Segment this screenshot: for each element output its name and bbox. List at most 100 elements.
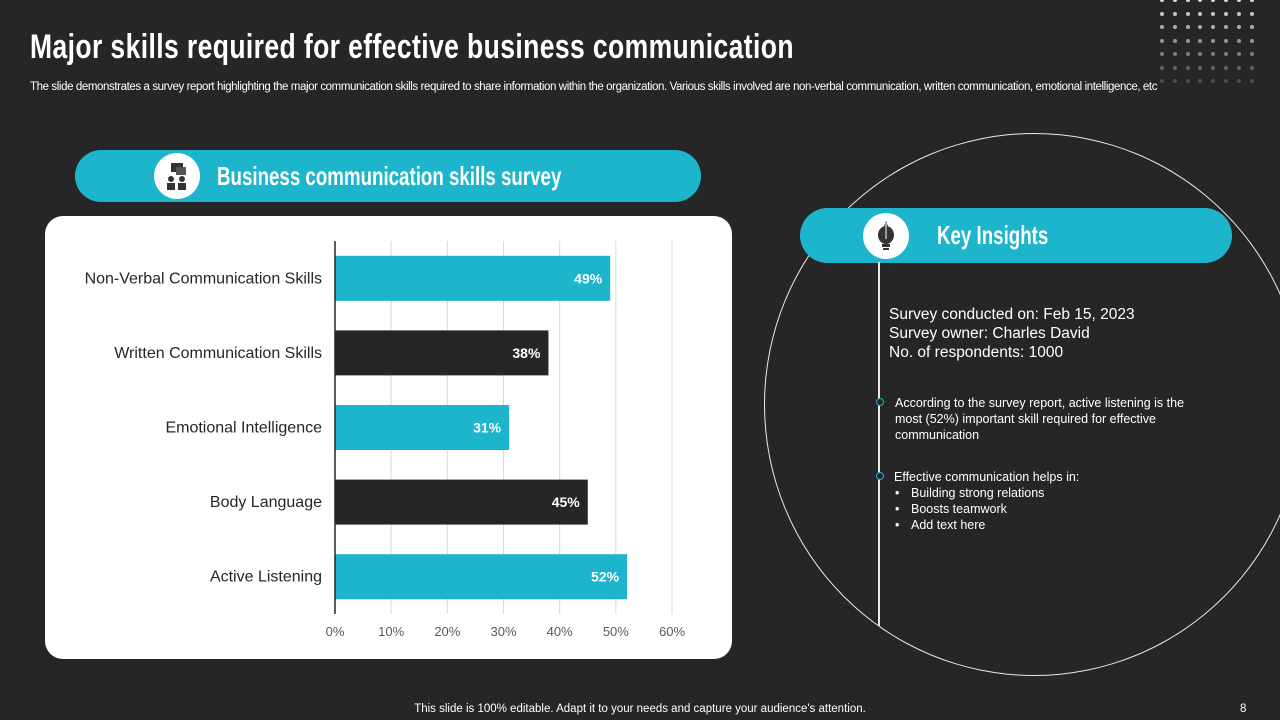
decorative-dot — [1249, 79, 1254, 83]
bar — [335, 255, 611, 301]
decorative-dot — [1223, 0, 1228, 2]
decorative-dot — [1211, 38, 1216, 43]
decorative-dot — [1198, 52, 1203, 56]
page-title: Major skills required for effective busi… — [30, 28, 794, 66]
decorative-dot — [1160, 38, 1164, 43]
data-label: 49% — [574, 270, 603, 286]
bar — [335, 405, 510, 450]
survey-meta: Survey conducted on: Feb 15, 2023 Survey… — [889, 305, 1135, 362]
decorative-dot — [1198, 11, 1203, 16]
decorative-dot — [1249, 38, 1254, 43]
data-label: 31% — [473, 420, 502, 436]
x-tick-label: 40% — [547, 624, 573, 639]
page-number: 8 — [1240, 703, 1247, 715]
decorative-dot — [1172, 25, 1177, 29]
decorative-dot — [1185, 65, 1190, 70]
decorative-dot — [1172, 11, 1177, 16]
decorative-dot — [1198, 0, 1203, 2]
decorative-dot — [1198, 65, 1203, 70]
decorative-dot — [1198, 79, 1203, 83]
chart-card: 0% 10% 20% 30% 40% 50% 60% Non-Verbal Communica… — [45, 216, 732, 659]
bar — [335, 554, 628, 600]
decorative-dot — [1160, 79, 1164, 83]
decorative-dot — [1172, 79, 1177, 83]
category-label: Body Language — [210, 494, 322, 511]
decorative-dot — [1172, 65, 1177, 70]
decorative-dot — [1211, 79, 1216, 83]
bar-chart: 0% 10% 20% 30% 40% 50% 60% Non-Verbal Communica… — [85, 241, 685, 639]
decorative-dot — [1249, 52, 1254, 56]
decorative-dot — [1223, 52, 1228, 56]
decorative-dot — [1160, 52, 1164, 56]
decorative-dot — [1160, 11, 1164, 16]
people-discussion-icon — [154, 153, 200, 199]
survey-header: Business communication skills survey — [75, 150, 701, 202]
bar — [335, 330, 549, 376]
decorative-dot — [1223, 65, 1228, 70]
insight-point-1: According to the survey report, active l… — [895, 396, 1185, 442]
decorative-dot — [1249, 11, 1254, 16]
footer-note: This slide is 100% editable. Adapt it to… — [414, 703, 866, 715]
decorative-dot — [1198, 25, 1203, 29]
decorative-dot — [1236, 25, 1241, 29]
x-tick-label: 0% — [326, 624, 345, 639]
x-tick-label: 50% — [603, 624, 629, 639]
insights-header-label: Key Insights — [937, 220, 1049, 250]
bullet-item: Add text here — [894, 517, 1194, 533]
decorative-dot — [1185, 79, 1190, 83]
timeline-marker — [876, 472, 884, 480]
insight-point-2: Effective communication helps in: Buildi… — [894, 469, 1194, 533]
x-tick-label: 30% — [490, 624, 516, 639]
category-label: Emotional Intelligence — [165, 420, 322, 437]
decorative-dot — [1211, 65, 1216, 70]
survey-date: Survey conducted on: Feb 15, 2023 — [889, 306, 1135, 323]
decorative-dot — [1185, 0, 1190, 2]
decorative-dot — [1236, 52, 1241, 56]
page-subtitle: The slide demonstrates a survey report h… — [30, 81, 1158, 93]
x-tick-label: 60% — [659, 624, 685, 639]
decorative-dot — [1172, 52, 1177, 56]
survey-respondents: No. of respondents: 1000 — [889, 344, 1064, 361]
bullet-item: Building strong relations — [894, 485, 1194, 501]
category-label: Active Listening — [210, 569, 322, 586]
survey-header-label: Business communication skills survey — [217, 161, 562, 191]
data-label: 52% — [591, 569, 620, 585]
decorative-dot — [1160, 0, 1164, 2]
decorative-dot — [1211, 0, 1216, 2]
x-tick-label: 20% — [434, 624, 460, 639]
survey-owner: Survey owner: Charles David — [889, 325, 1090, 342]
decorative-circle — [764, 133, 1280, 676]
decorative-dot — [1223, 79, 1228, 83]
decorative-dot — [1236, 65, 1241, 70]
insights-header: Key Insights — [800, 208, 1232, 263]
decorative-dot — [1249, 0, 1254, 2]
decorative-dot — [1236, 38, 1241, 43]
decorative-dot — [1236, 0, 1241, 2]
lightbulb-pen-icon — [863, 213, 909, 259]
decorative-dot — [1249, 65, 1254, 70]
bar — [335, 479, 588, 525]
decorative-dot — [1236, 79, 1241, 83]
decorative-dot — [1172, 38, 1177, 43]
x-tick-label: 10% — [378, 624, 404, 639]
bullet-item: Boosts teamwork — [894, 501, 1194, 517]
decorative-dot — [1160, 65, 1164, 70]
decorative-dot — [1211, 25, 1216, 29]
decorative-dot — [1185, 38, 1190, 43]
decorative-dot — [1185, 25, 1190, 29]
decorative-dot — [1185, 52, 1190, 56]
decorative-dot — [1236, 11, 1241, 16]
insight-point-2-heading: Effective communication helps in: — [894, 470, 1080, 484]
decorative-dot — [1211, 52, 1216, 56]
decorative-dot — [1223, 38, 1228, 43]
decorative-dot — [1211, 11, 1216, 16]
decorative-dot — [1223, 11, 1228, 16]
category-label: Non-Verbal Communication Skills — [85, 270, 322, 287]
decorative-dot — [1223, 25, 1228, 29]
timeline-line — [878, 262, 880, 626]
decorative-dot — [1198, 38, 1203, 43]
decorative-dot — [1160, 25, 1164, 29]
timeline-marker — [876, 398, 884, 406]
decorative-dot — [1172, 0, 1177, 2]
decorative-dot-grid — [1160, 0, 1262, 93]
